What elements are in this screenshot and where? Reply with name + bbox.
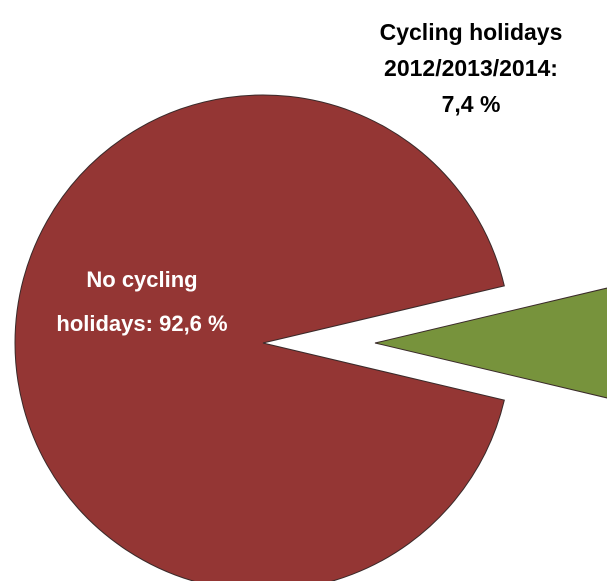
- pie-slice: [14, 94, 505, 581]
- category-label: No cycling holidays:: [56, 267, 198, 336]
- slice-label: No cycling holidays: 92,6 %: [42, 258, 242, 346]
- pie-slice: [374, 287, 607, 399]
- value-label: 7,4 %: [441, 91, 501, 117]
- value-label: 92,6 %: [159, 311, 228, 336]
- slice-label: Cycling holidays 2012/2013/2014: 7,4 %: [360, 14, 582, 122]
- category-label: Cycling holidays 2012/2013/2014:: [379, 19, 563, 81]
